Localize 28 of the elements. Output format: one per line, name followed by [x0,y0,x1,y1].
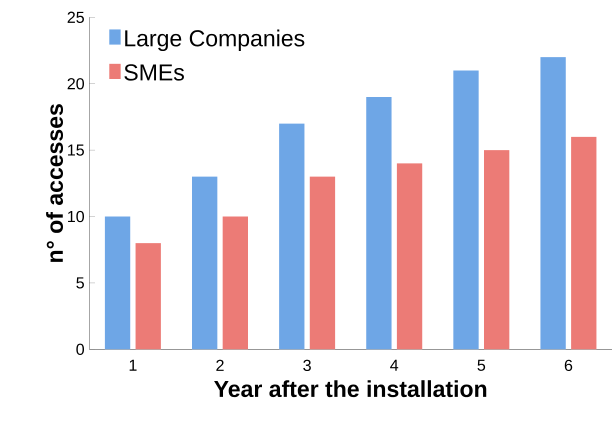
x-axis-title: Year after the installation [214,380,486,398]
bar [136,243,161,350]
x-tick-label: 2 [216,360,224,372]
bar [104,216,130,350]
y-axis-title: n° of accesses [46,104,64,262]
y-tick-label: 20 [68,78,84,90]
x-tick-label: 4 [390,360,398,371]
y-tick-label: 15 [68,144,84,156]
x-tick-label: 5 [478,360,486,372]
bar [453,70,479,350]
x-tick-label: 3 [303,360,311,372]
legend-label: SMEs [124,64,184,81]
bar [366,97,392,350]
bar [279,124,304,350]
bar [484,150,510,350]
bar [222,216,248,350]
bar [540,57,566,350]
y-tick-label: 10 [68,211,84,222]
y-tick-label: 25 [68,12,84,24]
bar [571,137,596,350]
bar [192,176,218,350]
legend-label: Large Companies [125,30,304,52]
bar [310,176,336,350]
x-tick-label: 6 [564,360,572,372]
x-tick-label: 1 [130,360,137,371]
y-tick-label: 5 [76,278,84,289]
y-tick-label: 0 [76,344,84,356]
bar [396,164,422,350]
